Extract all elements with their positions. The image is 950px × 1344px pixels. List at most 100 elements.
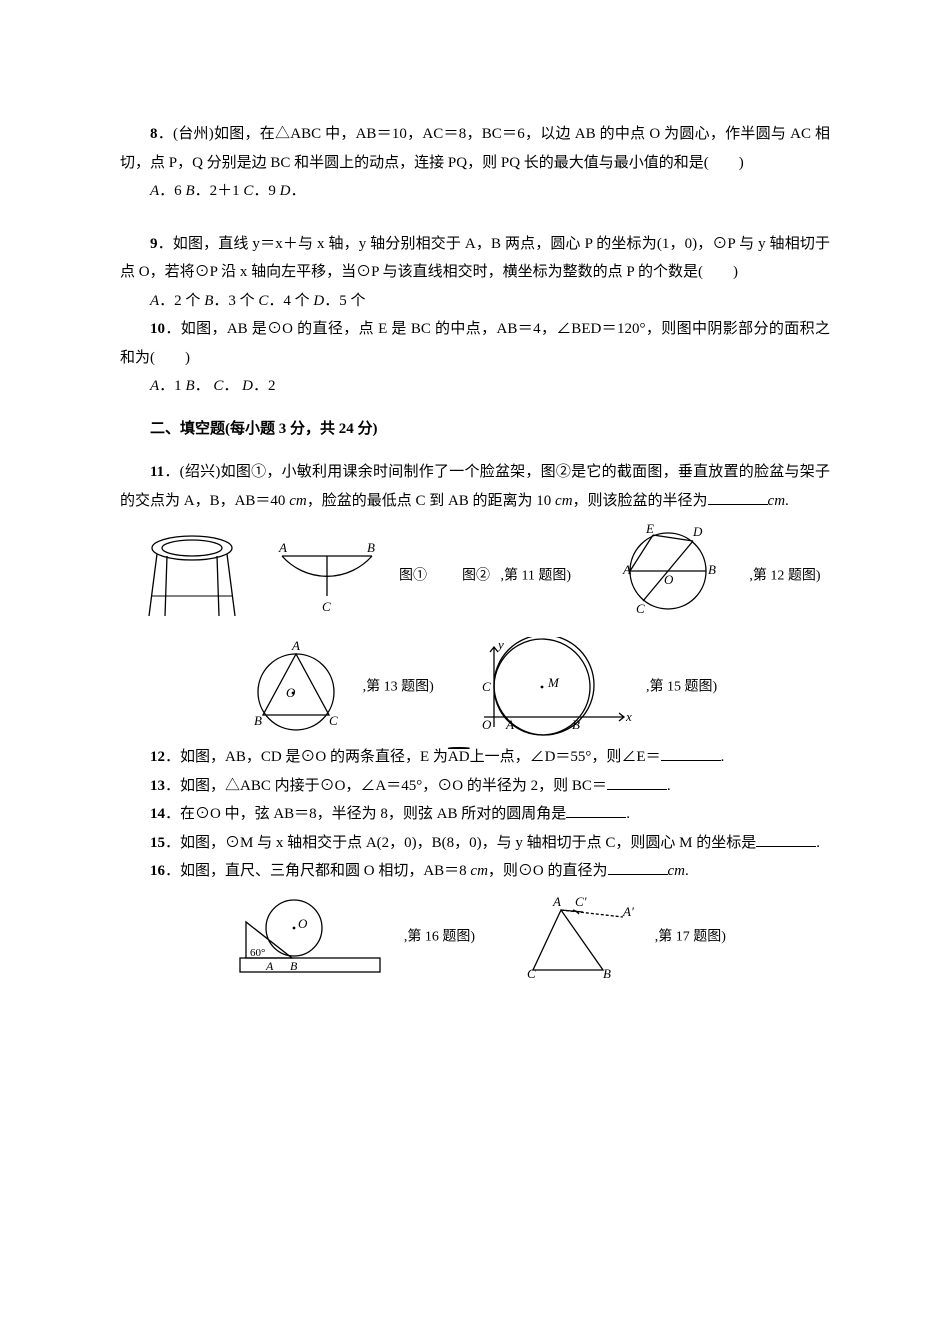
svg-text:E: E xyxy=(645,521,654,536)
question-12: 12．如图，AB，CD 是⊙O 的两条直径，E 为AD上一点，∠D＝55°，则∠… xyxy=(120,743,830,772)
q8-options: A．6 B．2＋1 C．9 D． xyxy=(120,177,830,206)
svg-text:C: C xyxy=(329,713,338,728)
figure-row-1: A B C 图① 图② ,第 11 题图) A B C D E xyxy=(120,521,830,631)
q9-b: ．3 个 xyxy=(213,293,258,309)
q10-b: ． xyxy=(195,378,210,394)
svg-text:A: A xyxy=(552,894,561,909)
question-11: 11．(绍兴)如图①，小敏利用课余时间制作了一个脸盆架，图②是它的截面图，垂直放… xyxy=(120,458,830,515)
q12-a: ．如图，AB，CD 是⊙O 的两条直径，E 为 xyxy=(165,749,448,765)
svg-text:C: C xyxy=(636,601,645,616)
q9-options: A．2 个 B．3 个 C．4 个 D．5 个 xyxy=(120,287,830,316)
fig11b-label: 图② xyxy=(462,568,490,583)
svg-text:D: D xyxy=(692,524,703,539)
q16-cm1: cm xyxy=(470,863,488,879)
svg-text:A: A xyxy=(505,717,514,732)
question-13: 13．如图，△ABC 内接于⊙O，∠A＝45°，⊙O 的半径为 2，则 BC＝. xyxy=(120,772,830,801)
q15-num: 15 xyxy=(150,835,165,851)
q14-p: . xyxy=(626,806,630,822)
option-label-c: C xyxy=(258,293,268,309)
q15-text: ．如图，⊙M 与 x 轴相交于点 A(2，0)，B(8，0)，与 y 轴相切于点… xyxy=(165,835,756,851)
q9-d: ．5 个 xyxy=(324,293,365,309)
q16-a: ．如图，直尺、三角尺都和圆 O 相切，AB＝8 xyxy=(165,863,470,879)
fig-15-icon: x y C O A B M xyxy=(464,637,634,737)
fig-16-icon: O 60° A B xyxy=(232,892,392,982)
option-label-d: D xyxy=(242,378,253,394)
fig13-cap: ,第 13 题图) xyxy=(363,679,434,694)
q9-a: ．2 个 xyxy=(159,293,204,309)
svg-text:A: A xyxy=(622,562,631,577)
section-2-title: 二、填空题(每小题 3 分，共 24 分) xyxy=(120,415,830,444)
q10-num: 10 xyxy=(150,321,165,337)
svg-text:C: C xyxy=(482,679,491,694)
svg-text:A: A xyxy=(278,540,287,555)
q11-num: 11 xyxy=(150,464,164,480)
svg-text:O: O xyxy=(664,572,674,587)
q15-p: . xyxy=(816,835,820,851)
fig15-cap: ,第 15 题图) xyxy=(646,679,717,694)
q11-c: ，则该脸盆的半径为 xyxy=(573,493,708,509)
blank xyxy=(756,831,816,847)
svg-text:B: B xyxy=(708,562,716,577)
q14-text: ．在⊙O 中，弦 AB＝8，半径为 8，则弦 AB 所对的圆周角是 xyxy=(165,806,566,822)
svg-text:O: O xyxy=(482,717,492,732)
svg-text:y: y xyxy=(496,637,504,652)
fig-11a-icon xyxy=(137,526,247,626)
q16-b: ，则⊙O 的直径为 xyxy=(488,863,608,879)
option-label-b: B xyxy=(204,293,213,309)
q12-b: 上一点，∠D＝55°，则∠E＝ xyxy=(470,749,661,765)
svg-text:O: O xyxy=(286,685,296,700)
question-8: 8．(台州)如图，在△ABC 中，AB＝10，AC＝8，BC＝6，以边 AB 的… xyxy=(120,120,830,177)
svg-text:B: B xyxy=(572,717,580,732)
fig16-cap: ,第 16 题图) xyxy=(404,929,475,944)
svg-text:O: O xyxy=(298,916,308,931)
svg-text:60°: 60° xyxy=(250,947,265,959)
q14-num: 14 xyxy=(150,806,165,822)
question-14: 14．在⊙O 中，弦 AB＝8，半径为 8，则弦 AB 所对的圆周角是. xyxy=(120,800,830,829)
q9-text: ．如图，直线 y＝x＋与 x 轴，y 轴分别相交于 A，B 两点，圆心 P 的坐… xyxy=(120,236,830,281)
q8-d: ． xyxy=(291,183,306,199)
q12-num: 12 xyxy=(150,749,165,765)
svg-text:C: C xyxy=(322,599,331,614)
q11-cm2: cm xyxy=(555,493,573,509)
figure-row-3: O 60° A B ,第 16 题图) C B A C' A' ,第 17 题图… xyxy=(120,892,830,982)
svg-text:B: B xyxy=(254,713,262,728)
fig-12-icon: A B C D E O xyxy=(598,521,738,631)
q12-p: . xyxy=(721,749,725,765)
fig-17-icon: C B A C' A' xyxy=(513,892,643,982)
fig12-cap: ,第 12 题图) xyxy=(749,568,820,583)
option-label-d: D xyxy=(280,183,291,199)
svg-text:A': A' xyxy=(622,904,634,919)
blank xyxy=(608,859,668,875)
q8-b: ．2＋1 xyxy=(195,183,244,199)
q8-a: ．6 xyxy=(159,183,185,199)
fig-11b-icon: A B C xyxy=(267,526,387,626)
q8-text: ．(台州)如图，在△ABC 中，AB＝10，AC＝8，BC＝6，以边 AB 的中… xyxy=(120,126,830,171)
svg-text:x: x xyxy=(625,709,632,724)
q13-num: 13 xyxy=(150,778,165,794)
figure-row-2: A B C O ,第 13 题图) xyxy=(120,637,830,737)
question-15: 15．如图，⊙M 与 x 轴相交于点 A(2，0)，B(8，0)，与 y 轴相切… xyxy=(120,829,830,858)
svg-text:A: A xyxy=(291,638,300,653)
svg-text:C': C' xyxy=(575,894,587,909)
svg-text:C: C xyxy=(527,966,536,981)
fig11a-label: 图① xyxy=(399,568,427,583)
option-label-b: B xyxy=(185,183,194,199)
blank xyxy=(607,774,667,790)
q16-p: . xyxy=(685,863,689,879)
fig17-cap: ,第 17 题图) xyxy=(655,929,726,944)
q8-c: ．9 xyxy=(253,183,279,199)
q10-c: ． xyxy=(223,378,238,394)
q16-num: 16 xyxy=(150,863,165,879)
page-content: 8．(台州)如图，在△ABC 中，AB＝10，AC＝8，BC＝6，以边 AB 的… xyxy=(0,0,950,1048)
option-label-a: A xyxy=(150,378,159,394)
svg-text:B: B xyxy=(367,540,375,555)
fig11-caption: 图① 图② ,第 11 题图) xyxy=(399,568,575,583)
option-label-b: B xyxy=(185,378,194,394)
q13-text: ．如图，△ABC 内接于⊙O，∠A＝45°，⊙O 的半径为 2，则 BC＝ xyxy=(165,778,607,794)
q10-a: ．1 xyxy=(159,378,185,394)
svg-text:B: B xyxy=(290,959,298,973)
q10-options: A．1 B． C． D．2 xyxy=(120,372,830,401)
q10-d: ．2 xyxy=(253,378,276,394)
q11-b: ，脸盆的最低点 C 到 AB 的距离为 10 xyxy=(307,493,555,509)
option-label-c: C xyxy=(243,183,253,199)
